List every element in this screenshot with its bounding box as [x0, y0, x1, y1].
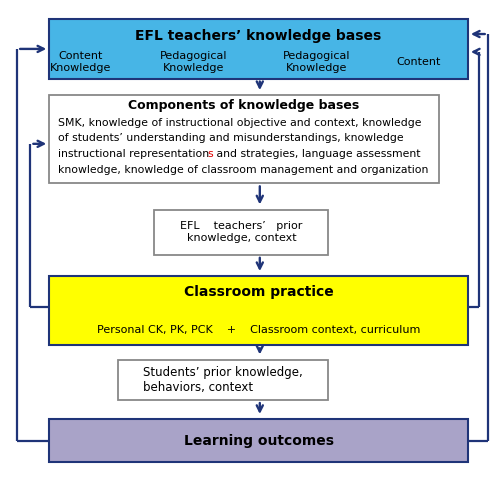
Text: Content
Knowledge: Content Knowledge	[50, 51, 112, 73]
Text: EFL teachers’ knowledge bases: EFL teachers’ knowledge bases	[136, 29, 382, 43]
Text: Students’ prior knowledge,
behaviors, context: Students’ prior knowledge, behaviors, co…	[143, 366, 303, 394]
FancyBboxPatch shape	[49, 277, 468, 346]
FancyBboxPatch shape	[118, 360, 328, 400]
Text: SMK, knowledge of instructional objective and context, knowledge: SMK, knowledge of instructional objectiv…	[58, 118, 422, 127]
Text: Classroom practice: Classroom practice	[184, 285, 334, 299]
Text: EFL    teachers’   prior
knowledge, context: EFL teachers’ prior knowledge, context	[180, 222, 302, 243]
FancyBboxPatch shape	[49, 95, 438, 184]
Text: Pedagogical
Knowledge: Pedagogical Knowledge	[282, 51, 350, 73]
Text: and strategies, language assessment: and strategies, language assessment	[213, 149, 420, 159]
FancyBboxPatch shape	[154, 209, 328, 255]
Text: of students’ understanding and misunderstandings, knowledge: of students’ understanding and misunders…	[58, 133, 404, 143]
Text: knowledge, knowledge of classroom management and organization: knowledge, knowledge of classroom manage…	[58, 165, 428, 174]
Text: Content: Content	[397, 57, 441, 67]
Text: s: s	[208, 149, 214, 159]
Text: Personal CK, PK, PCK    +    Classroom context, curriculum: Personal CK, PK, PCK + Classroom context…	[97, 325, 420, 335]
FancyBboxPatch shape	[49, 19, 468, 79]
FancyBboxPatch shape	[49, 419, 468, 462]
Text: Learning outcomes: Learning outcomes	[184, 434, 334, 448]
Text: instructional representation: instructional representation	[58, 149, 209, 159]
Text: Components of knowledge bases: Components of knowledge bases	[128, 99, 360, 112]
Text: Pedagogical
Knowledge: Pedagogical Knowledge	[160, 51, 228, 73]
